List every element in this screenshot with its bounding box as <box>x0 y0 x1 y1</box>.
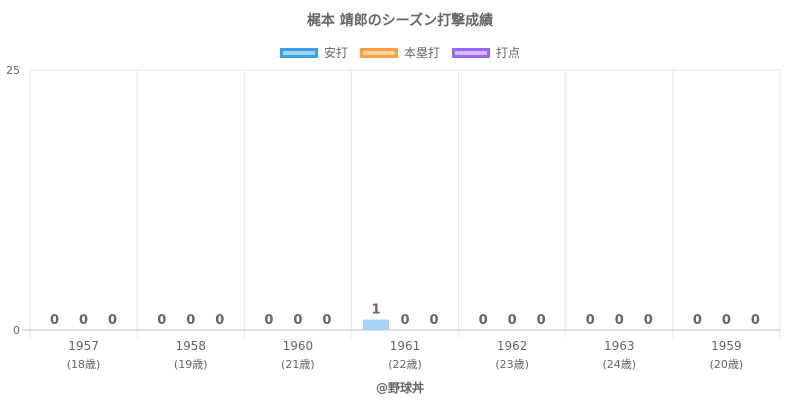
chart-title: 梶本 靖郎のシーズン打撃成績 <box>306 13 494 29</box>
data-label: 0 <box>215 313 224 328</box>
data-label: 0 <box>157 313 166 328</box>
data-label: 1 <box>371 303 380 318</box>
x-tick-label: 1959 <box>711 339 742 353</box>
data-label: 0 <box>264 313 273 328</box>
legend-label-rbi: 打点 <box>496 46 521 60</box>
legend-item-hits[interactable]: 安打 <box>279 44 348 61</box>
x-tick-label: 1957 <box>68 339 99 353</box>
legend-swatch-hits <box>279 47 318 58</box>
legend-item-homeruns[interactable]: 本塁打 <box>359 44 440 61</box>
data-label: 0 <box>615 313 624 328</box>
data-label: 0 <box>322 313 331 328</box>
x-tick-sublabel: (22歳) <box>388 358 422 371</box>
data-label: 0 <box>644 313 653 328</box>
data-label: 0 <box>400 313 409 328</box>
data-label: 0 <box>108 313 117 328</box>
x-tick-sublabel: (18歳) <box>67 358 101 371</box>
x-tick-label: 1961 <box>390 339 421 353</box>
legend-item-rbi[interactable]: 打点 <box>452 44 520 61</box>
bar <box>363 319 389 330</box>
data-label: 0 <box>293 313 302 328</box>
x-tick-sublabel: (23歳) <box>495 358 529 371</box>
x-tick-label: 1960 <box>283 339 314 353</box>
y-tick-label: 25 <box>6 64 20 77</box>
x-tick-label: 1958 <box>175 339 206 353</box>
data-label: 0 <box>693 313 702 328</box>
x-tick-label: 1962 <box>497 339 528 353</box>
x-tick-sublabel: (24歳) <box>602 358 636 371</box>
data-label: 0 <box>429 313 438 328</box>
x-tick-sublabel: (19歳) <box>174 358 208 371</box>
source-credit: @野球丼 <box>375 381 424 395</box>
data-label: 0 <box>186 313 195 328</box>
x-tick-sublabel: (21歳) <box>281 358 315 371</box>
legend-label-hits: 安打 <box>323 46 348 60</box>
legend-swatch-rbi <box>452 47 490 58</box>
data-label: 0 <box>722 313 731 328</box>
data-label: 0 <box>79 313 88 328</box>
y-tick-label: 0 <box>13 324 20 337</box>
data-label: 0 <box>751 313 760 328</box>
legend-swatch-homeruns <box>359 47 398 58</box>
data-label: 0 <box>586 313 595 328</box>
data-label: 0 <box>508 313 517 328</box>
data-label: 0 <box>50 313 59 328</box>
data-label: 0 <box>537 313 546 328</box>
x-tick-label: 1963 <box>604 339 635 353</box>
legend-label-homeruns: 本塁打 <box>403 46 440 60</box>
data-label: 0 <box>479 313 488 328</box>
legend: 安打 本塁打 打点 <box>0 44 800 61</box>
x-tick-sublabel: (20歳) <box>710 358 744 371</box>
